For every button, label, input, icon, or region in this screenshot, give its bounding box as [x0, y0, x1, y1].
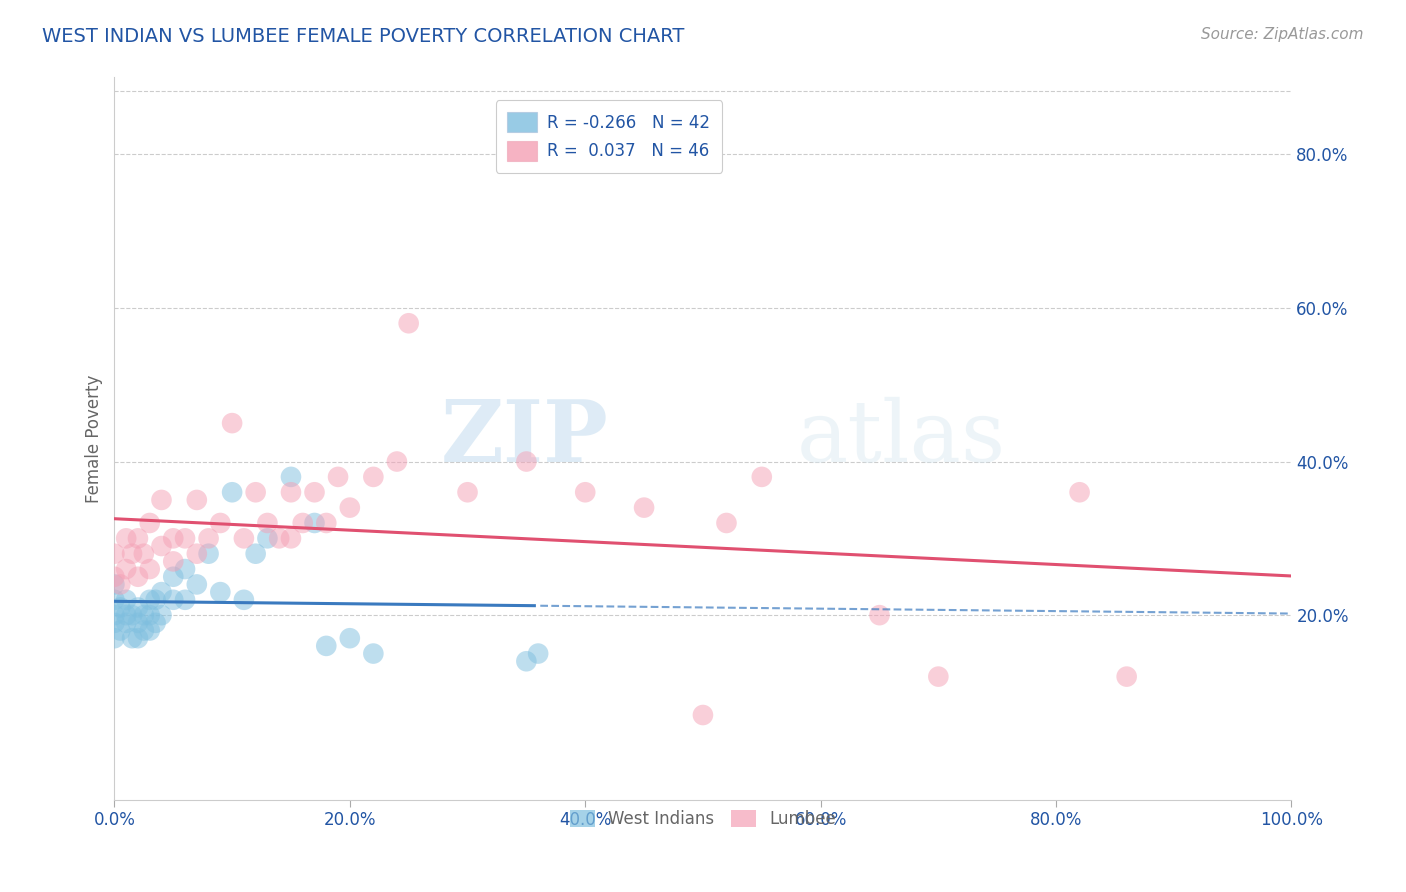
Point [209, 516, 232, 530]
Point [138, 608, 160, 623]
Point [121, 547, 143, 561]
Point [138, 562, 160, 576]
Point [197, 532, 219, 546]
Point [103, 570, 125, 584]
Point [162, 592, 184, 607]
Point [127, 631, 149, 645]
Point [256, 532, 278, 546]
Point [527, 647, 550, 661]
Point [121, 631, 143, 645]
Point [304, 485, 326, 500]
Point [339, 500, 361, 515]
Point [363, 470, 385, 484]
Point [162, 554, 184, 568]
Point [515, 654, 537, 668]
Point [174, 562, 197, 576]
Point [110, 624, 132, 638]
Point [132, 547, 155, 561]
Point [127, 532, 149, 546]
Point [221, 416, 243, 430]
Point [209, 585, 232, 599]
Point [150, 585, 173, 599]
Point [751, 470, 773, 484]
Point [103, 615, 125, 630]
Point [174, 592, 197, 607]
Point [138, 516, 160, 530]
Point [363, 647, 385, 661]
Point [339, 631, 361, 645]
Point [315, 639, 337, 653]
Point [716, 516, 738, 530]
Point [162, 570, 184, 584]
Point [115, 592, 138, 607]
Point [162, 532, 184, 546]
Point [869, 608, 891, 623]
Point [150, 539, 173, 553]
Point [245, 485, 267, 500]
Point [110, 577, 132, 591]
Point [1115, 670, 1137, 684]
Point [269, 532, 291, 546]
Text: ZIP: ZIP [441, 396, 609, 481]
Point [326, 470, 349, 484]
Point [186, 492, 208, 507]
Point [103, 547, 125, 561]
Point [197, 547, 219, 561]
Point [574, 485, 596, 500]
Point [221, 485, 243, 500]
Point [692, 708, 714, 723]
Point [103, 592, 125, 607]
Point [115, 608, 138, 623]
Point [304, 516, 326, 530]
Point [245, 547, 267, 561]
Text: Source: ZipAtlas.com: Source: ZipAtlas.com [1201, 27, 1364, 42]
Point [515, 454, 537, 468]
Point [457, 485, 479, 500]
Point [174, 532, 197, 546]
Point [186, 547, 208, 561]
Point [280, 470, 302, 484]
Point [186, 577, 208, 591]
Legend: West Indians, Lumbee: West Indians, Lumbee [564, 803, 842, 835]
Text: WEST INDIAN VS LUMBEE FEMALE POVERTY CORRELATION CHART: WEST INDIAN VS LUMBEE FEMALE POVERTY COR… [42, 27, 685, 45]
Point [398, 316, 420, 330]
Point [132, 608, 155, 623]
Point [132, 624, 155, 638]
Point [315, 516, 337, 530]
Point [145, 615, 167, 630]
Point [633, 500, 655, 515]
Point [103, 608, 125, 623]
Point [127, 615, 149, 630]
Point [145, 592, 167, 607]
Text: atlas: atlas [797, 397, 1007, 480]
Point [103, 577, 125, 591]
Point [385, 454, 408, 468]
Point [115, 562, 138, 576]
Point [121, 608, 143, 623]
Point [127, 600, 149, 615]
Point [232, 592, 254, 607]
Point [138, 624, 160, 638]
Point [1069, 485, 1091, 500]
Y-axis label: Female Poverty: Female Poverty [86, 375, 103, 503]
Point [103, 631, 125, 645]
Point [280, 532, 302, 546]
Point [115, 532, 138, 546]
Point [232, 532, 254, 546]
Point [927, 670, 949, 684]
Point [115, 615, 138, 630]
Point [256, 516, 278, 530]
Point [150, 608, 173, 623]
Point [110, 600, 132, 615]
Point [291, 516, 314, 530]
Point [280, 485, 302, 500]
Point [138, 592, 160, 607]
Point [150, 492, 173, 507]
Point [127, 570, 149, 584]
